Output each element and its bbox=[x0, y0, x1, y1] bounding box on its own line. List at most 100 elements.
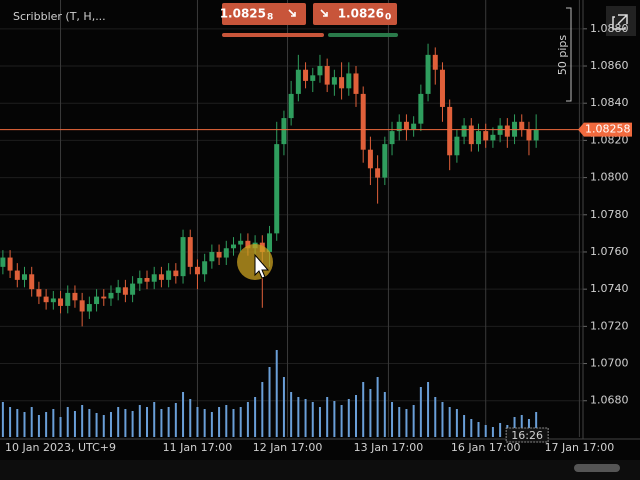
y-tick-label: 1.0760 bbox=[590, 245, 629, 258]
candle-body bbox=[432, 54, 438, 70]
volume-bar bbox=[218, 407, 221, 437]
candle-body bbox=[144, 278, 150, 282]
volume-bar bbox=[282, 377, 285, 437]
volume-bar bbox=[174, 403, 177, 437]
candle-body bbox=[461, 125, 467, 137]
volume-bar bbox=[88, 409, 91, 437]
chart-title: Scribbler (T, H,... bbox=[13, 10, 106, 23]
sell-price: 1.0825 bbox=[220, 7, 266, 21]
price-tag-label: 1.08258 bbox=[585, 123, 631, 136]
pip-ruler-label: 50 pips bbox=[556, 35, 569, 76]
volume-bar bbox=[535, 412, 538, 437]
volume-bar bbox=[326, 397, 329, 437]
x-tick-label: 13 Jan 17:00 bbox=[354, 441, 424, 454]
volume-bar bbox=[182, 392, 185, 437]
volume-bar bbox=[477, 422, 480, 437]
candle-body bbox=[180, 237, 186, 277]
volume-bar bbox=[448, 407, 451, 437]
buy-pip: 0 bbox=[385, 13, 391, 23]
volume-bar bbox=[52, 409, 55, 437]
candle-body bbox=[79, 300, 85, 312]
volume-bar bbox=[441, 402, 444, 437]
volume-bar bbox=[434, 397, 437, 437]
candle-body bbox=[310, 75, 316, 81]
volume-bar bbox=[340, 405, 343, 437]
volume-bar bbox=[391, 402, 394, 437]
scrollbar[interactable] bbox=[574, 464, 620, 472]
cursor-time: 16:26 bbox=[511, 429, 543, 442]
popout-icon bbox=[612, 14, 628, 30]
volume-bar bbox=[138, 405, 141, 437]
volume-bar bbox=[232, 409, 235, 437]
candle-body bbox=[281, 118, 287, 145]
scroll-strip bbox=[0, 460, 640, 480]
volume-bar bbox=[419, 387, 422, 437]
x-tick-label: 17 Jan 17:00 bbox=[545, 441, 615, 454]
candle-body bbox=[58, 298, 64, 306]
candle-body bbox=[223, 248, 229, 258]
candle-body bbox=[245, 240, 251, 249]
candle-body bbox=[360, 93, 366, 150]
pip-ruler bbox=[566, 7, 572, 102]
volume-bar bbox=[275, 350, 278, 437]
candle-body bbox=[50, 298, 56, 303]
candle-body bbox=[389, 131, 395, 145]
candle-body bbox=[497, 125, 503, 135]
volume-bar bbox=[376, 377, 379, 437]
y-tick-label: 1.0720 bbox=[590, 319, 629, 332]
candle-body bbox=[533, 129, 539, 141]
candle-body bbox=[267, 233, 273, 252]
buy-arrow bbox=[320, 9, 328, 17]
candle-body bbox=[43, 296, 49, 303]
candle-body bbox=[519, 121, 525, 130]
candle-body bbox=[274, 144, 280, 234]
candle-body bbox=[295, 69, 301, 94]
volume-bar bbox=[37, 415, 40, 437]
volume-bar bbox=[254, 397, 257, 437]
candle-body bbox=[36, 289, 42, 297]
candle-body bbox=[101, 296, 107, 299]
volume-bar bbox=[246, 402, 249, 437]
candle-body bbox=[346, 73, 352, 89]
volume-bar bbox=[455, 409, 458, 437]
volume-bar bbox=[239, 407, 242, 437]
candle-body bbox=[476, 131, 482, 145]
volume-bar bbox=[520, 415, 523, 437]
candle-body bbox=[202, 261, 208, 275]
sell-volume-bar bbox=[222, 33, 324, 37]
volume-bar bbox=[261, 382, 264, 437]
candle-body bbox=[122, 287, 128, 295]
candle-body bbox=[418, 93, 424, 124]
candle-body bbox=[425, 54, 431, 94]
candle-body bbox=[324, 66, 330, 85]
volume-bar bbox=[16, 409, 19, 437]
sell-button[interactable] bbox=[222, 3, 306, 25]
candle-body bbox=[94, 296, 100, 305]
x-tick-label: 12 Jan 17:00 bbox=[253, 441, 323, 454]
candle-body bbox=[353, 73, 359, 94]
price-tag bbox=[578, 122, 632, 137]
candle-body bbox=[137, 278, 143, 284]
candle-body bbox=[29, 274, 35, 290]
volume-bar bbox=[354, 395, 357, 437]
volume-bar bbox=[81, 405, 84, 437]
candle-body bbox=[0, 257, 6, 267]
candle-body bbox=[526, 129, 532, 141]
volume-bar bbox=[484, 425, 487, 437]
volume-bar bbox=[318, 407, 321, 437]
candle-body bbox=[151, 274, 157, 282]
candle-body bbox=[187, 237, 193, 267]
volume-bar bbox=[470, 419, 473, 437]
plot-area bbox=[0, 0, 640, 440]
volume-bar bbox=[290, 392, 293, 437]
candle-body bbox=[331, 77, 337, 85]
candle-body bbox=[303, 69, 309, 81]
buy-button[interactable] bbox=[313, 3, 397, 25]
volume-bar bbox=[210, 412, 213, 437]
candle-body bbox=[504, 125, 510, 137]
candle-body bbox=[447, 106, 453, 156]
candle-body bbox=[483, 131, 489, 141]
volume-bar bbox=[225, 405, 228, 437]
candle-body bbox=[403, 121, 409, 130]
